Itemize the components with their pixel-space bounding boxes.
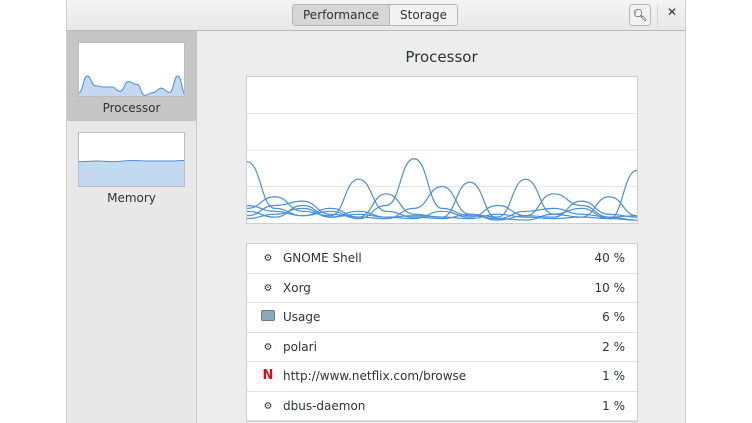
sidebar-item-memory[interactable]: Memory xyxy=(67,121,196,211)
process-name: Usage xyxy=(283,310,321,324)
memory-thumbnail xyxy=(78,132,185,187)
thumb-area xyxy=(79,76,184,96)
sidebar: Processor Memory xyxy=(67,31,197,423)
close-icon: ✕ xyxy=(666,5,678,19)
process-percent: 1 % xyxy=(602,369,625,383)
cpu-chart xyxy=(246,76,638,224)
process-percent: 10 % xyxy=(594,280,626,295)
sidebar-item-processor[interactable]: Processor xyxy=(67,31,196,121)
header-bar: Performance Storage 🔍︎ ✕ xyxy=(67,0,685,31)
series-line xyxy=(246,178,638,221)
process-percent: 40 % xyxy=(594,251,626,265)
gear-icon: ⚙ xyxy=(263,341,273,353)
process-name: dbus-daemon xyxy=(283,398,366,413)
sidebar-item-label: Memory xyxy=(107,191,156,205)
window: Performance Storage 🔍︎ ✕ Processor Memor… xyxy=(66,0,686,423)
gear-icon: ⚙ xyxy=(263,253,273,264)
tab-performance[interactable]: Performance xyxy=(293,5,391,25)
sidebar-item-label: Processor xyxy=(102,101,161,115)
tab-storage[interactable]: Storage xyxy=(390,5,457,25)
separator xyxy=(657,4,658,26)
usage-app-icon xyxy=(261,310,275,324)
series-line xyxy=(246,200,638,220)
process-name: http://www.netflix.com/browse xyxy=(283,369,467,383)
gear-icon: ⚙ xyxy=(263,282,273,294)
processor-thumbnail xyxy=(78,42,185,97)
main-panel: Processor ⚙ GNOME Shell 40 % ⚙ Xorg 10 % Usage… xyxy=(198,31,685,423)
view-switcher: Performance Storage xyxy=(292,4,458,26)
search-button[interactable]: 🔍︎ xyxy=(629,4,651,26)
process-name: polari xyxy=(283,339,317,354)
series-line xyxy=(246,181,638,220)
process-percent: 6 % xyxy=(602,310,625,324)
search-icon: 🔍︎ xyxy=(632,8,648,22)
thumb-area xyxy=(79,160,184,186)
process-name: Xorg xyxy=(283,280,311,295)
process-row[interactable]: ⚙ polari 2 % xyxy=(247,333,637,362)
process-percent: 2 % xyxy=(602,339,625,354)
process-list: ⚙ GNOME Shell 40 % ⚙ Xorg 10 % Usage 6 % ⚙ polari… xyxy=(246,243,638,422)
process-row[interactable]: ⚙ dbus-daemon 1 % xyxy=(247,392,637,421)
close-button[interactable]: ✕ xyxy=(665,5,679,19)
netflix-icon: N xyxy=(262,368,274,383)
process-percent: 1 % xyxy=(602,398,625,413)
process-name: GNOME Shell xyxy=(283,251,362,265)
thumb-line xyxy=(79,159,184,163)
process-row[interactable]: Usage 6 % xyxy=(247,303,637,333)
process-row[interactable]: ⚙ GNOME Shell 40 % xyxy=(247,244,637,274)
process-row[interactable]: ⚙ Xorg 10 % xyxy=(247,274,637,303)
thumb-line xyxy=(79,75,184,96)
gear-icon: ⚙ xyxy=(263,400,273,412)
series-line xyxy=(246,169,638,220)
page-title: Processor xyxy=(405,48,478,66)
